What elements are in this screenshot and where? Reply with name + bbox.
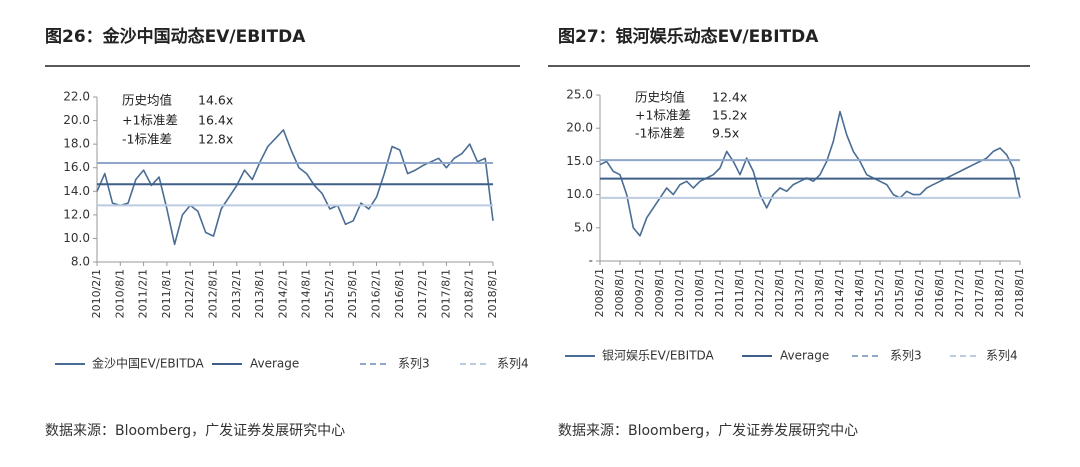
y-tick-label: 15.0 (566, 154, 593, 168)
legend-label: Average (780, 349, 829, 363)
x-tick-label: 2015/2/1 (323, 269, 336, 318)
x-tick-label: 2013/2/1 (230, 269, 243, 318)
y-tick-label: - (589, 254, 593, 268)
x-tick-label: 2011/8/1 (733, 268, 746, 317)
annotation-label: -1标准差 (635, 126, 685, 141)
source-note: 数据来源：Bloomberg，广发证券发展研究中心 (558, 423, 858, 439)
x-tick-label: 2014/2/1 (833, 268, 846, 317)
x-tick-label: 2010/8/1 (693, 268, 706, 317)
legend-label: 金沙中国EV/EBITDA (92, 356, 205, 371)
annotation-value: 16.4x (198, 113, 233, 128)
x-tick-label: 2016/2/1 (913, 268, 926, 317)
chart-title: 图26：金沙中国动态EV/EBITDA (45, 26, 306, 47)
x-tick-label: 2017/2/1 (416, 269, 429, 318)
x-tick-label: 2015/8/1 (346, 269, 359, 318)
y-tick-label: 10.0 (566, 187, 593, 201)
x-tick-label: 2015/8/1 (893, 268, 906, 317)
x-tick-label: 2011/2/1 (137, 269, 150, 318)
x-tick-label: 2018/2/1 (463, 269, 476, 318)
annotation-label: 历史均值 (635, 90, 685, 105)
annotation-label: +1标准差 (635, 108, 691, 123)
chart-title: 图27：银河娱乐动态EV/EBITDA (558, 26, 819, 47)
y-tick-label: 5.0 (574, 220, 593, 234)
y-tick-label: 16.0 (63, 160, 90, 174)
y-tick-label: 20.0 (63, 113, 90, 127)
x-tick-label: 2013/2/1 (793, 268, 806, 317)
x-tick-label: 2016/2/1 (370, 269, 383, 318)
x-tick-label: 2010/8/1 (113, 269, 126, 318)
x-tick-label: 2011/8/1 (160, 269, 173, 318)
annotation-value: 15.2x (712, 108, 747, 123)
x-tick-label: 2018/8/1 (486, 269, 499, 318)
y-tick-label: 20.0 (566, 121, 593, 135)
x-tick-label: 2015/2/1 (873, 268, 886, 317)
x-tick-label: 2009/8/1 (653, 268, 666, 317)
x-tick-label: 2014/8/1 (300, 269, 313, 318)
y-tick-label: 14.0 (63, 184, 90, 198)
x-tick-label: 2008/8/1 (613, 268, 626, 317)
annotation-label: +1标准差 (122, 113, 178, 128)
x-tick-label: 2014/2/1 (276, 269, 289, 318)
annotation-value: 12.4x (712, 90, 747, 105)
annotation-label: 历史均值 (122, 93, 172, 108)
annotation-value: 14.6x (198, 93, 233, 108)
x-tick-label: 2017/8/1 (973, 268, 986, 317)
series-line (96, 129, 494, 246)
legend-label: 系列3 (890, 349, 922, 363)
x-tick-label: 2009/2/1 (633, 268, 646, 317)
x-tick-label: 2008/2/1 (593, 268, 606, 317)
y-tick-label: 12.0 (63, 207, 90, 221)
x-tick-label: 2018/8/1 (1013, 268, 1026, 317)
x-tick-label: 2016/8/1 (933, 268, 946, 317)
y-tick-label: 22.0 (63, 90, 90, 104)
legend-label: 系列3 (398, 357, 430, 371)
x-tick-label: 2017/8/1 (439, 269, 452, 318)
x-tick-label: 2012/2/1 (753, 268, 766, 317)
x-tick-label: 2012/8/1 (206, 269, 219, 318)
annotation-value: 12.8x (198, 132, 233, 147)
annotation-label: -1标准差 (122, 132, 172, 147)
x-tick-label: 2010/2/1 (90, 269, 103, 318)
x-tick-label: 2014/8/1 (853, 268, 866, 317)
annotation-value: 9.5x (712, 126, 739, 141)
x-tick-label: 2016/8/1 (393, 269, 406, 318)
x-tick-label: 2012/8/1 (773, 268, 786, 317)
x-tick-label: 2017/2/1 (953, 268, 966, 317)
y-tick-label: 25.0 (566, 88, 593, 102)
x-tick-label: 2011/2/1 (713, 268, 726, 317)
x-tick-label: 2018/2/1 (993, 268, 1006, 317)
x-tick-label: 2013/8/1 (813, 268, 826, 317)
y-tick-label: 18.0 (63, 137, 90, 151)
source-note: 数据来源：Bloomberg，广发证券发展研究中心 (45, 423, 345, 439)
x-tick-label: 2010/2/1 (673, 268, 686, 317)
legend-label: 系列4 (986, 349, 1018, 363)
y-tick-label: 10.0 (63, 231, 90, 245)
legend-label: Average (250, 357, 299, 371)
y-tick-label: 8.0 (71, 255, 90, 269)
x-tick-label: 2013/8/1 (253, 269, 266, 318)
legend-label: 银河娱乐EV/EBITDA (602, 349, 715, 363)
x-tick-label: 2012/2/1 (183, 269, 196, 318)
legend-label: 系列4 (497, 357, 529, 371)
